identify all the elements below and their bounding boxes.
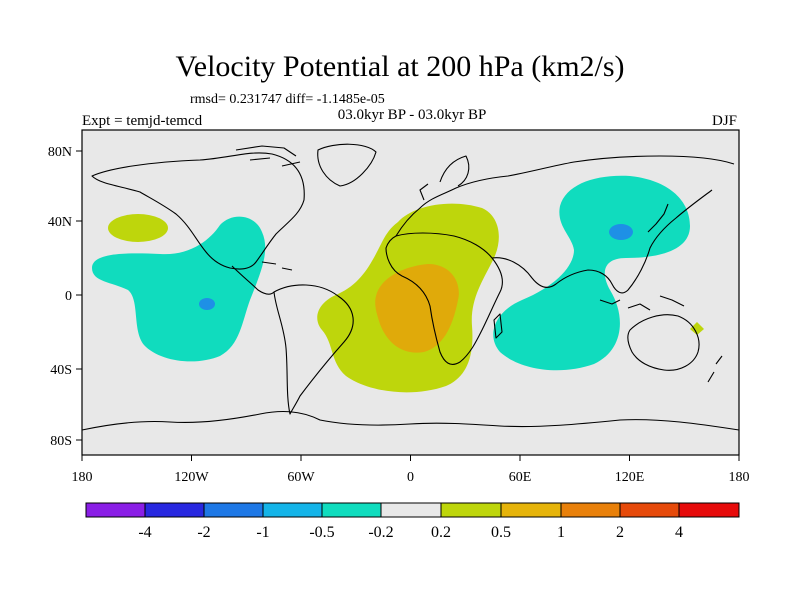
lon-label-120e: 120E (615, 470, 645, 485)
south-america-positive-core (375, 264, 459, 353)
antarctica-coast (81, 410, 740, 431)
stats-line: rmsd= 0.231747 diff= -1.1485e-05 (190, 92, 385, 107)
central-america-coast (231, 265, 275, 295)
negative-anomaly-regions (92, 175, 690, 371)
lon-label-180w: 180 (72, 470, 93, 485)
lon-label-180e: 180 (729, 470, 750, 485)
pacific-negative-region (92, 216, 266, 362)
asia-negative-region (493, 175, 690, 371)
colorbar-label: -2 (197, 524, 210, 541)
colorbar-box (678, 502, 740, 518)
lon-label-120w: 120W (174, 470, 209, 485)
colorbar-box (380, 502, 442, 518)
longitude-labels: 180 120W 60W 0 60E 120E 180 (72, 470, 750, 485)
latitude-labels: 80N 40N 0 40S 80S (48, 145, 72, 449)
colorbar-box (440, 502, 502, 518)
colorbar-label: -1 (256, 524, 269, 541)
pacific-strong-negative-cell (199, 298, 215, 310)
south-america-coast (273, 284, 354, 415)
north-pacific-positive-region (108, 214, 168, 242)
colorbar-box (144, 502, 205, 518)
lon-label-60e: 60E (509, 470, 532, 485)
plot-title: Velocity Potential at 200 hPa (km2/s) (175, 50, 625, 83)
arctic-islands (235, 145, 301, 167)
new-zealand (707, 355, 723, 383)
lat-label-40n: 40N (48, 215, 72, 230)
british-isles-scandinavia (419, 155, 470, 201)
madagascar (493, 313, 503, 339)
colorbar-label: -4 (138, 524, 151, 541)
lat-label-0: 0 (65, 289, 72, 304)
africa-coast (385, 232, 503, 365)
season-label: DJF (712, 113, 738, 129)
colorbar-box (321, 502, 382, 518)
lon-label-60w: 60W (287, 470, 315, 485)
australia-positive-cell (690, 322, 704, 335)
colorbar-label: 2 (616, 524, 624, 541)
asia-coast (491, 189, 713, 294)
colorbar-label: 1 (557, 524, 565, 541)
colorbar-box (560, 502, 621, 518)
colorbar-label: 0.5 (491, 524, 511, 541)
colorbar: -4 -2 -1 -0.5 -0.2 0.2 0.5 1 2 4 (85, 502, 740, 541)
period-label: 03.0kyr BP - 03.0kyr BP (337, 107, 487, 123)
caribbean-islands (261, 261, 293, 271)
colorbar-box (500, 502, 562, 518)
europe-coast (395, 155, 735, 237)
colorbar-label: 4 (675, 524, 683, 541)
coastlines (81, 143, 740, 431)
lat-label-80s: 80S (50, 434, 72, 449)
asia-strong-negative-cell (609, 224, 633, 240)
colorbar-box (85, 502, 146, 518)
lat-label-40s: 40S (50, 363, 72, 378)
australia-coast (627, 314, 700, 371)
japan-islands (647, 203, 669, 233)
colorbar-label: 0.2 (431, 524, 451, 541)
colorbar-label: -0.2 (368, 524, 393, 541)
colorbar-box (262, 502, 323, 518)
colorbar-box (203, 502, 264, 518)
colorbar-label: -0.5 (309, 524, 334, 541)
lat-label-80n: 80N (48, 145, 72, 160)
axis-ticks (76, 150, 740, 461)
positive-anomaly-regions (108, 203, 704, 393)
north-america-coast (91, 152, 305, 270)
lon-label-0: 0 (407, 470, 414, 485)
colorbar-box (619, 502, 680, 518)
maritime-continent (599, 295, 685, 311)
experiment-label: Expt = temjd-temcd (82, 113, 203, 129)
greenland-coast (317, 143, 377, 187)
